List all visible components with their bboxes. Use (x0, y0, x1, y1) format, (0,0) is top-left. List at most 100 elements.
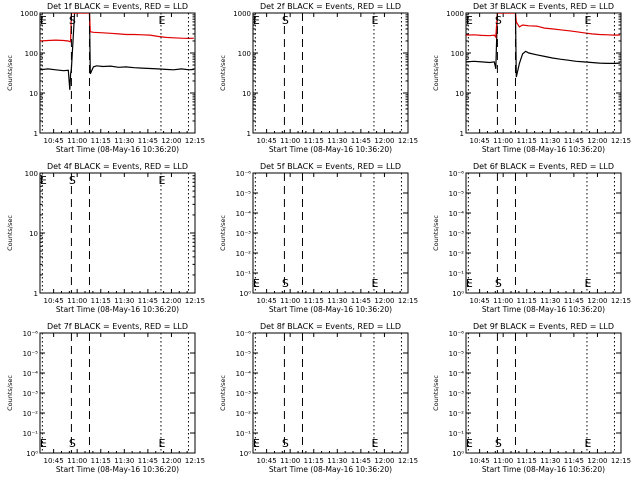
marker-label: E (40, 437, 47, 450)
y-tick-label: 10⁻² (23, 410, 39, 418)
marker-label: E (371, 437, 378, 450)
y-tick-label: 1 (247, 130, 251, 138)
y-tick-label: 10⁻¹ (236, 430, 252, 438)
panel-title: Det 7f BLACK = Events, RED = LLD (47, 322, 188, 331)
x-tick-label: 12:00 (161, 137, 181, 145)
panel-title: Det 2f BLACK = Events, RED = LLD (260, 2, 401, 11)
x-axis-label: Start Time (08-May-16 10:36:20) (56, 145, 179, 154)
y-tick-label: 10⁻¹ (449, 430, 465, 438)
y-tick-label: 10⁻⁵ (449, 350, 465, 358)
x-tick-label: 11:45 (351, 457, 371, 465)
x-tick-label: 12:00 (374, 137, 394, 145)
x-tick-label: 12:00 (587, 457, 607, 465)
x-tick-label: 12:15 (185, 137, 205, 145)
x-tick-label: 12:00 (374, 297, 394, 305)
x-tick-label: 10:45 (44, 137, 64, 145)
y-tick-label: 10⁻³ (236, 390, 252, 398)
marker-label: S (282, 277, 289, 290)
x-tick-label: 11:15 (304, 137, 324, 145)
y-axis-label: Counts/sec (219, 215, 227, 251)
y-tick-label: 100 (25, 170, 38, 178)
y-axis-label: Counts/sec (219, 375, 227, 411)
x-tick-label: 11:30 (114, 137, 134, 145)
x-tick-label: 12:15 (398, 297, 418, 305)
y-tick-label: 10⁻³ (449, 230, 465, 238)
x-axis-label: Start Time (08-May-16 10:36:20) (56, 305, 179, 314)
y-tick-label: 1000 (446, 10, 464, 18)
marker-label: E (466, 437, 473, 450)
x-tick-label: 10:45 (470, 137, 490, 145)
x-tick-label: 10:45 (470, 297, 490, 305)
y-axis-label: Counts/sec (6, 55, 14, 91)
x-tick-label: 11:45 (138, 297, 158, 305)
y-tick-label: 10⁻⁶ (449, 170, 465, 178)
x-tick-label: 11:00 (280, 457, 300, 465)
y-tick-label: 10⁻⁶ (236, 330, 252, 338)
x-tick-label: 11:15 (91, 137, 111, 145)
x-tick-label: 11:45 (138, 137, 158, 145)
y-tick-label: 10⁻² (449, 410, 465, 418)
panel-title: Det 8f BLACK = Events, RED = LLD (260, 322, 401, 331)
plot-frame (465, 12, 622, 134)
x-tick-label: 11:30 (327, 457, 347, 465)
plot-frame (39, 332, 196, 454)
y-tick-label: 10⁻⁶ (23, 330, 39, 338)
y-tick-label: 10⁻⁴ (449, 210, 465, 218)
marker-label: E (40, 174, 47, 187)
x-tick-label: 10:45 (44, 457, 64, 465)
series-line-events (466, 13, 620, 78)
x-tick-label: 11:15 (517, 137, 537, 145)
y-tick-label: 1000 (20, 10, 38, 18)
y-tick-label: 100 (238, 50, 251, 58)
plot-frame (252, 12, 409, 134)
y-tick-label: 10⁻⁴ (236, 210, 252, 218)
x-tick-label: 11:30 (327, 297, 347, 305)
x-tick-label: 11:45 (564, 297, 584, 305)
x-tick-label: 11:00 (493, 297, 513, 305)
x-tick-label: 11:45 (351, 297, 371, 305)
marker-label: S (69, 174, 76, 187)
x-tick-label: 12:15 (398, 457, 418, 465)
x-tick-label: 11:00 (67, 457, 87, 465)
y-tick-label: 1 (34, 290, 38, 298)
plot-frame (39, 12, 196, 134)
y-tick-label: 10⁻⁵ (236, 190, 252, 198)
x-tick-label: 11:45 (138, 457, 158, 465)
plot-frame (39, 172, 196, 294)
marker-label: S (495, 14, 502, 27)
x-tick-label: 11:15 (517, 297, 537, 305)
y-tick-label: 1 (460, 130, 464, 138)
x-tick-label: 11:45 (564, 137, 584, 145)
x-tick-label: 11:30 (540, 137, 560, 145)
plot-frame (465, 172, 622, 294)
x-tick-label: 12:15 (398, 137, 418, 145)
x-tick-label: 11:00 (280, 297, 300, 305)
y-axis-label: Counts/sec (432, 215, 440, 251)
marker-label: S (282, 14, 289, 27)
x-tick-label: 11:00 (493, 137, 513, 145)
x-axis-label: Start Time (08-May-16 10:36:20) (482, 145, 605, 154)
x-tick-label: 10:45 (470, 457, 490, 465)
x-tick-label: 12:15 (185, 457, 205, 465)
x-axis-label: Start Time (08-May-16 10:36:20) (269, 465, 392, 474)
y-tick-label: 10⁻¹ (449, 270, 465, 278)
marker-label: E (158, 174, 165, 187)
y-tick-label: 10⁻⁵ (23, 350, 39, 358)
x-tick-label: 12:00 (374, 457, 394, 465)
y-tick-label: 10 (29, 90, 38, 98)
y-tick-label: 10⁻³ (236, 230, 252, 238)
marker-label: E (253, 437, 260, 450)
plot-frame (465, 332, 622, 454)
y-axis-label: Counts/sec (432, 55, 440, 91)
x-tick-label: 11:00 (67, 297, 87, 305)
y-tick-label: 100 (451, 50, 464, 58)
y-tick-label: 1000 (233, 10, 251, 18)
y-tick-label: 10⁻⁵ (449, 190, 465, 198)
x-tick-label: 11:00 (493, 457, 513, 465)
